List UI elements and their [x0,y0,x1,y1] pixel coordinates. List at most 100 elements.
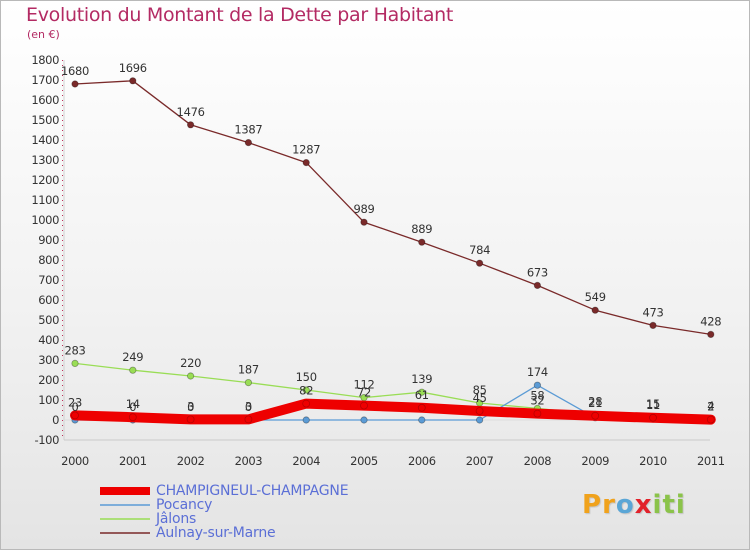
x-tick-label: 2002 [177,454,205,468]
data-label: 889 [411,222,432,236]
logo-letter: r [602,490,616,520]
data-point [128,413,137,422]
data-label: 473 [642,305,663,319]
data-point [533,409,542,418]
legend-swatch [100,532,150,534]
data-point [302,416,310,424]
logo-letter: x [634,490,653,520]
data-label: 72 [357,386,371,400]
x-tick-label: 2011 [697,454,725,468]
data-label: 1680 [61,64,89,78]
data-point [244,139,252,147]
y-tick-label: -100 [35,433,60,447]
y-tick-label: 1600 [31,93,59,107]
data-label: 0 [187,400,194,414]
y-tick-label: 1500 [31,113,59,127]
logo-letter: o [615,490,635,520]
data-point [591,411,600,420]
data-point [707,330,715,338]
data-label: 23 [68,395,82,409]
data-label: 549 [585,290,606,304]
data-point [475,416,484,424]
logo-letter: t [662,490,676,520]
x-tick-label: 2003 [235,454,263,468]
y-tick-label: 200 [38,373,59,387]
data-point [417,403,426,412]
y-tick-label: 500 [38,313,59,327]
data-label: 61 [415,388,429,402]
data-label: 428 [700,314,721,328]
y-tick-label: 1300 [31,153,59,167]
y-tick-label: 0 [52,413,59,427]
legend-label: Pocancy [156,497,213,513]
x-tick-label: 2007 [466,454,494,468]
data-label: 673 [527,265,548,279]
data-point [187,121,195,129]
data-label: 249 [122,350,143,364]
data-label: 0 [245,400,252,414]
data-point [360,416,368,424]
legend-swatch [100,504,150,506]
data-point [129,366,137,374]
data-point [649,413,657,422]
x-tick-label: 2008 [524,454,552,468]
y-tick-label: 1200 [31,173,59,187]
x-tick-label: 2001 [119,454,147,468]
data-point [360,218,368,226]
unit-label: (en €) [27,28,60,41]
series-line-0 [70,398,716,425]
data-label: 28 [588,394,602,408]
chart-title: Evolution du Montant de la Dette par Hab… [26,4,454,26]
data-label: 3 [245,399,252,413]
data-label: 0 [129,400,136,414]
y-tick-label: 1700 [31,73,59,87]
data-label: 220 [180,356,201,370]
data-label: 1696 [119,61,147,75]
x-tick-label: 2009 [581,454,609,468]
data-label: 2 [707,400,714,414]
y-tick-label: 100 [38,393,59,407]
data-point [302,399,311,408]
y-tick-label: 1800 [31,53,59,67]
data-point [129,77,137,85]
y-tick-label: 600 [38,293,59,307]
data-label: 150 [296,370,317,384]
data-point [186,415,195,424]
data-point [71,80,79,88]
y-tick-label: 700 [38,273,59,287]
data-point [187,372,195,380]
data-point [475,407,484,415]
y-tick-label: 300 [38,353,59,367]
data-point [706,415,715,424]
data-point [533,381,542,389]
data-point [475,259,484,267]
y-tick-label: 900 [38,233,59,247]
logo-letter: P [582,490,603,520]
data-point [71,411,79,420]
data-label: 15 [646,397,660,411]
legend-label: Aulnay-sur-Marne [156,525,276,541]
data-point [591,306,599,314]
data-point [360,401,368,410]
data-point [418,416,426,424]
data-label: 11 [646,398,660,412]
data-label: 2 [707,400,714,414]
data-label: 21 [588,396,602,410]
data-point [649,321,657,329]
x-tick-label: 2005 [350,454,378,468]
series-line-3 [74,80,712,336]
x-tick-label: 2010 [639,454,667,468]
data-label: 58 [530,388,544,402]
data-label: 32 [530,394,544,408]
y-tick-label: 400 [38,333,59,347]
y-tick-label: 1000 [31,213,59,227]
legend-label: Jâlons [156,511,197,527]
legend-swatch [100,487,150,495]
proxiti-logo: Proxiti [582,490,686,520]
data-label: 784 [469,243,490,257]
data-label: 283 [64,343,85,357]
data-label: 82 [299,384,313,398]
data-point [533,281,542,289]
data-label: 1387 [234,123,262,137]
